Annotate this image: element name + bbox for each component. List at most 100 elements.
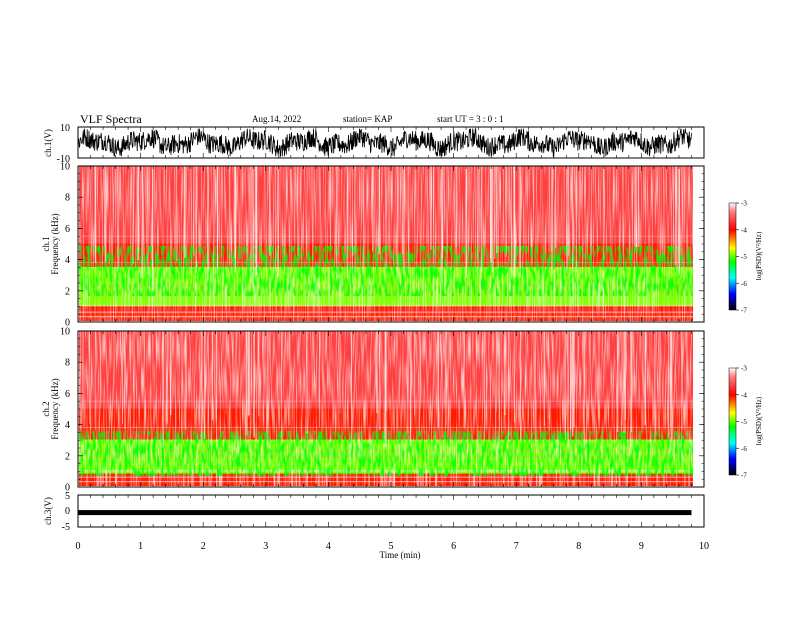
spectro-streak <box>176 166 178 262</box>
spectro-streak <box>397 166 399 279</box>
spectro-streak <box>195 166 197 273</box>
spectro-streak <box>216 166 219 278</box>
ch2-spectro-yticks: 0 2 4 6 8 10 <box>60 327 704 494</box>
spectro-streak <box>598 331 600 419</box>
x-tick-label: 8 <box>576 541 581 552</box>
spectro-streak <box>225 331 227 415</box>
spectro-streak <box>94 166 97 263</box>
ch3-waveform-panel: 5 0 -5 ch.3(V) <box>43 491 705 533</box>
spectro-streak <box>166 331 168 424</box>
spectro-streak <box>494 166 496 259</box>
ch2-spectro-xticks <box>77 331 705 487</box>
spectro-streak <box>456 166 458 282</box>
spectro-streak <box>250 166 252 283</box>
ch1-spectro-channel-label: ch.1 <box>41 236 51 251</box>
x-tick-label: 6 <box>451 541 456 552</box>
y-tick-label: 2 <box>65 451 70 462</box>
spectro-streak <box>407 166 410 275</box>
ch1-spectro-xticks <box>77 166 705 322</box>
spectro-streak <box>519 166 522 278</box>
spectro-streak <box>630 331 632 432</box>
spectro-streak <box>215 331 217 420</box>
spectro-streak <box>505 166 507 257</box>
spectro-streak <box>565 331 566 440</box>
spectro-streak <box>686 331 688 448</box>
ch2-spectrogram-panel: 0 2 4 6 8 10 ch.2 Frequency (kHz) -3 -4 -5 -6 -7 … <box>41 327 763 494</box>
spectro-streak <box>351 331 352 450</box>
ch1-colorbar: -3 -4 -5 -6 -7 log(PSD)(V²/Hz) <box>728 200 763 315</box>
spectro-streak <box>351 166 353 283</box>
colorbar-tick-label: -3 <box>741 365 747 373</box>
ch1-xticks <box>77 127 705 158</box>
spectro-streak <box>668 331 669 438</box>
spectro-streak <box>372 166 374 252</box>
spectro-streak <box>637 166 640 248</box>
spectro-streak <box>233 166 235 273</box>
spectro-streak <box>170 331 172 416</box>
colorbar-tick-label: -6 <box>741 280 747 288</box>
spectro-streak <box>234 166 236 259</box>
spectro-streak <box>207 166 209 281</box>
spectro-streak <box>216 331 218 450</box>
spectro-streak <box>184 166 186 258</box>
x-tick-label: 9 <box>639 541 644 552</box>
spectro-streak <box>678 166 680 275</box>
spectro-streak <box>465 166 468 278</box>
spectro-streak <box>336 166 338 279</box>
spectro-streak <box>623 331 625 433</box>
spectro-streak <box>376 331 378 414</box>
spectro-streak <box>306 331 308 434</box>
spectro-streak <box>676 166 678 277</box>
spectro-streak <box>575 166 577 272</box>
spectro-streak <box>504 331 506 416</box>
spectro-streak <box>594 331 596 448</box>
ch1-spectrogram-panel: 0 2 4 6 8 10 ch.1 Frequency (kHz) -3 -4 -5 -6 -7 … <box>41 162 763 329</box>
spectro-streak <box>401 166 404 255</box>
ch1-waveform-panel: 10 -10 ch.1(V) <box>43 123 705 165</box>
ch1-ylabel: ch.1(V) <box>43 129 53 157</box>
spectro-streak <box>247 331 249 417</box>
spectro-streak <box>442 166 444 259</box>
spectro-streak <box>289 331 291 426</box>
spectro-streak <box>583 331 585 448</box>
spectro-streak <box>682 166 684 273</box>
spectro-streak <box>508 166 510 262</box>
station-label: station= KAP <box>343 114 392 124</box>
spectro-streak <box>245 331 247 449</box>
y-tick-label: 10 <box>60 327 70 338</box>
y-tick-label: 0 <box>65 318 70 329</box>
spectro-streak <box>201 331 203 444</box>
ch1-colorbar-label: log(PSD)(V²/Hz) <box>755 231 763 280</box>
spectro-streak <box>346 166 349 279</box>
spectro-streak <box>330 166 332 247</box>
y-tick-label: 10 <box>60 162 70 173</box>
spectro-streak <box>644 331 646 426</box>
spectro-streak <box>204 331 206 440</box>
spectro-streak <box>414 331 416 416</box>
spectro-streak <box>678 166 679 263</box>
start-ut-label: start UT = 3 : 0 : 1 <box>437 114 504 124</box>
spectro-streak <box>446 331 448 426</box>
spectro-streak <box>312 166 314 275</box>
colorbar-tick-label: -6 <box>741 445 747 453</box>
spectro-streak <box>89 331 91 424</box>
ch1-ytick-top: 10 <box>60 123 70 134</box>
spectro-streak <box>543 331 546 426</box>
spectro-streak <box>254 166 256 263</box>
spectro-streak <box>182 331 183 442</box>
spectro-streak <box>520 331 522 441</box>
spectro-streak <box>246 331 248 436</box>
spectro-streak <box>132 166 134 265</box>
spectro-streak <box>252 166 254 286</box>
spectro-streak <box>497 166 499 269</box>
spectro-streak <box>80 331 82 431</box>
spectro-streak <box>403 166 405 275</box>
spectro-streak <box>418 331 420 424</box>
spectro-streak <box>354 166 356 273</box>
ch2-spectro-ylabel: Frequency (kHz) <box>50 378 60 439</box>
spectro-streak <box>290 166 292 271</box>
spectro-streak <box>681 331 683 430</box>
spectro-streak <box>563 331 565 434</box>
spectro-streak <box>105 166 107 262</box>
x-tick-label: 4 <box>326 541 331 552</box>
